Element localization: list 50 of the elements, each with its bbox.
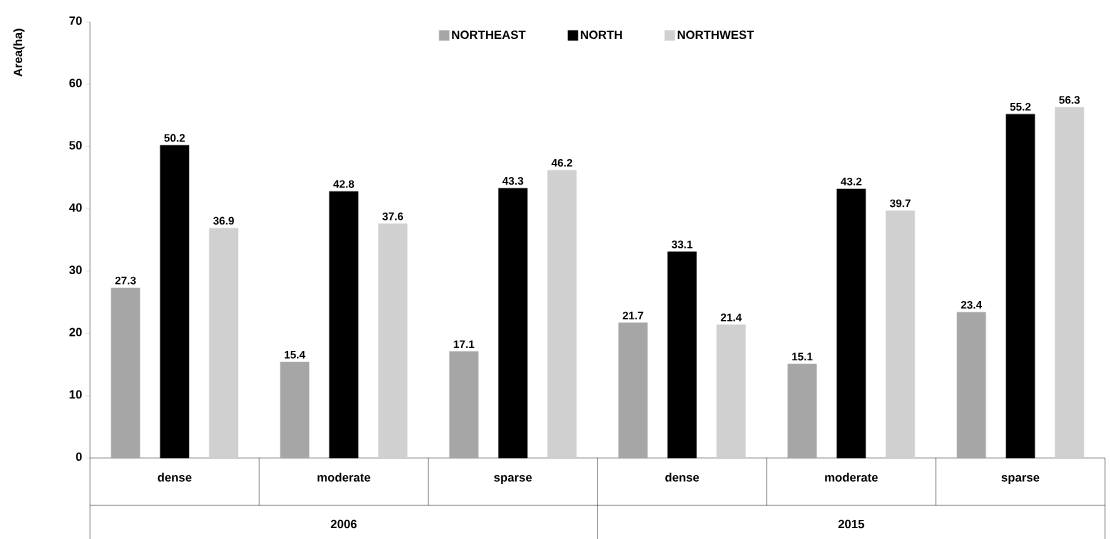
- data-label: 46.2: [551, 158, 573, 167]
- x-tick-label: dense: [665, 472, 699, 482]
- y-tick-label: 10: [69, 390, 82, 399]
- data-label: 27.3: [115, 276, 136, 285]
- legend-label: NORTH: [580, 30, 622, 39]
- y-tick-label: 0: [76, 452, 82, 461]
- data-label: 55.2: [1010, 102, 1031, 111]
- y-tick-label: 40: [69, 203, 82, 212]
- x-tick-label: moderate: [317, 472, 371, 482]
- bar: [787, 363, 817, 459]
- data-label: 36.9: [213, 216, 234, 225]
- data-label: 17.1: [453, 340, 475, 348]
- x-tick-label: moderate: [825, 472, 878, 482]
- bar: [378, 223, 408, 459]
- data-label: 33.1: [671, 240, 693, 249]
- legend-label: NORTHEAST: [452, 30, 526, 39]
- x-tick-label: sparse: [1001, 475, 1040, 484]
- data-label: 15.4: [284, 350, 306, 359]
- text: 2006: [330, 519, 357, 529]
- data-label: 21.7: [622, 311, 644, 320]
- data-label: 50.2: [164, 134, 185, 142]
- data-label: 23.4: [961, 300, 982, 309]
- text: 2015: [838, 519, 865, 529]
- y-tick-label: 70: [69, 16, 82, 25]
- data-label: 56.3: [1059, 96, 1080, 104]
- x-tick-label: dense: [157, 472, 192, 482]
- data-label: 21.4: [720, 313, 742, 322]
- bar: [110, 287, 141, 459]
- bar: [716, 324, 746, 459]
- data-label: 43.2: [840, 177, 862, 186]
- bar: [209, 227, 239, 459]
- bar: [1054, 107, 1085, 459]
- legend-label: NORTHWEST: [677, 30, 754, 39]
- data-label: 37.6: [382, 212, 404, 221]
- y-tick-label: 50: [69, 141, 82, 150]
- data-label: 42.8: [333, 180, 355, 188]
- bar: [280, 361, 310, 459]
- y-tick-label: 20: [69, 327, 82, 337]
- bar: [547, 170, 577, 459]
- data-label: 43.3: [502, 177, 524, 185]
- y-tick-label: 30: [69, 265, 82, 275]
- bar: [618, 322, 648, 459]
- bar: [885, 210, 915, 459]
- bar: [956, 312, 986, 459]
- data-label: 39.7: [889, 199, 911, 208]
- bar: [449, 351, 479, 459]
- y-tick-label: 60: [69, 78, 82, 88]
- data-label: 15.1: [792, 352, 813, 361]
- x-tick-label: sparse: [494, 475, 532, 484]
- y-axis-title: Area(ha): [13, 28, 25, 77]
